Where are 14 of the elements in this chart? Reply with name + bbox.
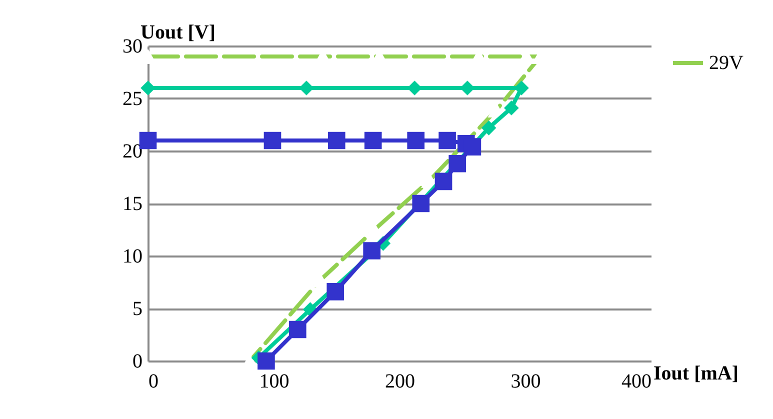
y-axis-title: Uout [V] <box>140 22 216 44</box>
x-tick-label: 400 <box>622 370 652 392</box>
x-axis-title: Iout [mA] <box>654 362 738 384</box>
legend-label: 29V <box>709 52 744 74</box>
y-tick-label: 30 <box>122 36 142 58</box>
y-tick-label: 15 <box>122 193 142 215</box>
y-tick-label: 10 <box>122 246 142 268</box>
x-tick-label: 300 <box>510 370 541 392</box>
x-tick-label: 100 <box>259 370 290 392</box>
y-tick-label: 0 <box>132 350 142 372</box>
x-tick-label: 0 <box>148 370 158 392</box>
y-tick-label: 5 <box>132 298 142 320</box>
x-tick-label: 200 <box>385 370 415 392</box>
y-tick-label: 25 <box>122 88 142 110</box>
